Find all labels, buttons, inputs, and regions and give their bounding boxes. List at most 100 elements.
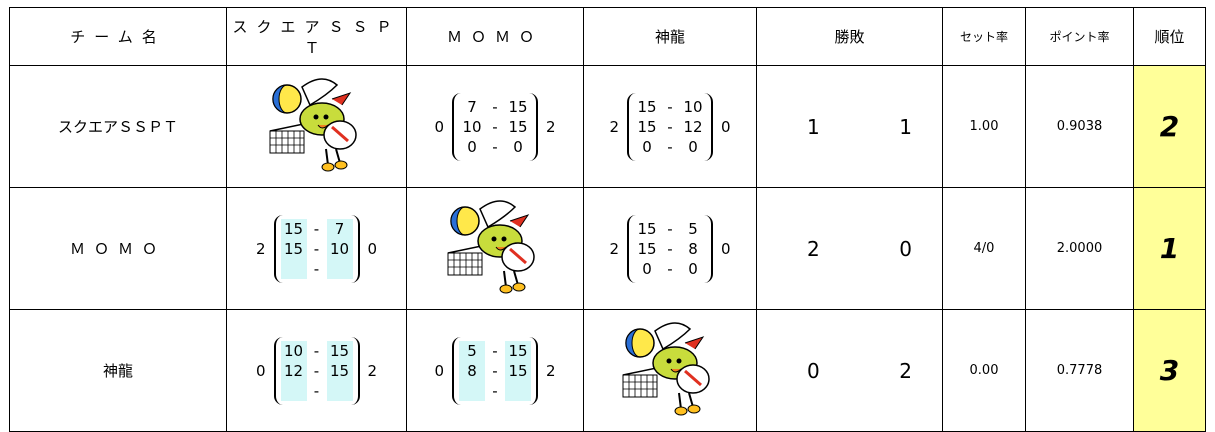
set-scores: 15-7 15-10-	[273, 214, 360, 283]
team-row: スクエアＳＳＰＴ 0 7-15 10-15 0-0 2 2 15-10 15-12 0-0 0 1 1…	[9, 65, 1206, 188]
point-rate: 0.9038	[1025, 65, 1134, 188]
set-score	[280, 380, 307, 401]
match-cell: 0 10-15 12-15-2	[226, 309, 407, 432]
set-scores: 5-15 8-15-	[452, 336, 538, 405]
header-cell: スクエアＳＳＰＴ	[226, 7, 407, 66]
sets-won: 2	[255, 239, 266, 258]
match-result: 0 10-15 12-15-2	[255, 336, 377, 405]
separator: -	[313, 219, 320, 238]
set-score: 15	[637, 117, 657, 136]
set-score: 15	[508, 117, 528, 136]
team-name: スクエアＳＳＰＴ	[9, 65, 227, 188]
match-cell	[226, 65, 407, 188]
separator: -	[313, 259, 320, 278]
match-result: 2 15-7 15-10-0	[255, 214, 378, 283]
set-score: 12	[683, 117, 703, 136]
set-score: 10	[462, 117, 482, 136]
set-score: 15	[637, 97, 657, 116]
set-score: 0	[642, 137, 652, 156]
separator: -	[492, 381, 498, 400]
match-cell: 2 15-10 15-12 0-0 0	[583, 65, 757, 188]
set-score	[326, 258, 353, 279]
set-score: 15	[280, 238, 307, 259]
losses: 1	[899, 114, 912, 139]
set-score: 10	[280, 340, 307, 361]
separator: -	[667, 97, 673, 116]
match-cell: 2 15-7 15-10-0	[226, 187, 407, 310]
match-cell: 2 15-5 15-8 0-0 0	[583, 187, 757, 310]
header-cell: 勝敗	[756, 7, 943, 66]
separator: -	[313, 239, 320, 258]
match-result: 0 5-15 8-15-2	[434, 336, 556, 405]
sets-won: 0	[434, 361, 444, 380]
set-score: 10	[326, 238, 353, 259]
set-score: 0	[688, 137, 698, 156]
sets-won: 2	[609, 239, 619, 258]
set-score	[505, 380, 531, 401]
set-score: 0	[513, 137, 523, 156]
separator: -	[667, 137, 673, 156]
set-score: 15	[326, 340, 353, 361]
set-score: 15	[637, 239, 657, 258]
sets-lost: 0	[721, 117, 731, 136]
match-cell: 0 7-15 10-15 0-0 2	[406, 65, 584, 188]
set-score: 15	[326, 360, 353, 381]
standings-table: チーム名 スクエアＳＳＰＴ ＭＯＭＯ 神龍 勝敗 セット率 ポイント率 順位 スクエアＳＳＰＴ …	[9, 7, 1206, 432]
separator: -	[492, 137, 498, 156]
match-result: 2 15-10 15-12 0-0 0	[609, 92, 731, 161]
separator: -	[313, 361, 320, 380]
separator: -	[492, 97, 498, 116]
set-score: 7	[467, 97, 477, 116]
match-result: 0 7-15 10-15 0-0 2	[434, 92, 556, 161]
set-scores: 15-10 15-12 0-0	[627, 92, 713, 161]
set-score: 0	[467, 137, 477, 156]
separator: -	[667, 219, 673, 238]
separator: -	[313, 341, 320, 360]
set-rate: 0.00	[942, 309, 1026, 432]
losses: 2	[899, 358, 912, 383]
sets-lost: 0	[367, 239, 378, 258]
sets-won: 0	[255, 361, 266, 380]
header-cell: 神龍	[583, 7, 757, 66]
rank: 3	[1133, 309, 1206, 432]
set-score: 5	[688, 219, 698, 238]
separator: -	[492, 341, 498, 360]
mascot	[447, 199, 535, 293]
set-score: 0	[688, 259, 698, 278]
set-score	[280, 258, 307, 279]
set-score: 15	[505, 340, 531, 361]
separator: -	[667, 259, 673, 278]
set-score: 12	[280, 360, 307, 381]
set-score: 0	[642, 259, 652, 278]
set-scores: 15-5 15-8 0-0	[627, 214, 713, 283]
point-rate: 2.0000	[1025, 187, 1134, 310]
team-name: ＭＯＭＯ	[9, 187, 227, 310]
set-score: 10	[683, 97, 703, 116]
header-cell: チーム名	[9, 7, 227, 66]
wins: 0	[807, 358, 820, 383]
set-score: 7	[326, 218, 353, 239]
separator: -	[492, 361, 498, 380]
team-row: 神龍 0 10-15 12-15-2 0 5-15 8-15-2 0 2 0.00 0.7778 3	[9, 309, 1206, 432]
header-row: チーム名 スクエアＳＳＰＴ ＭＯＭＯ 神龍 勝敗 セット率 ポイント率 順位	[9, 7, 1206, 66]
set-score: 15	[505, 360, 531, 381]
mascot	[269, 77, 357, 171]
match-cell	[406, 187, 584, 310]
sets-lost: 0	[721, 239, 731, 258]
separator: -	[667, 117, 673, 136]
set-score: 15	[508, 97, 528, 116]
sets-won: 0	[434, 117, 444, 136]
sets-won: 2	[609, 117, 619, 136]
set-score: 15	[280, 218, 307, 239]
set-score: 8	[688, 239, 698, 258]
point-rate: 0.7778	[1025, 309, 1134, 432]
wins: 2	[807, 236, 820, 261]
match-cell	[583, 309, 757, 432]
header-cell: ポイント率	[1025, 7, 1134, 66]
set-score: 5	[459, 340, 485, 361]
header-cell: セット率	[942, 7, 1026, 66]
match-cell: 0 5-15 8-15-2	[406, 309, 584, 432]
